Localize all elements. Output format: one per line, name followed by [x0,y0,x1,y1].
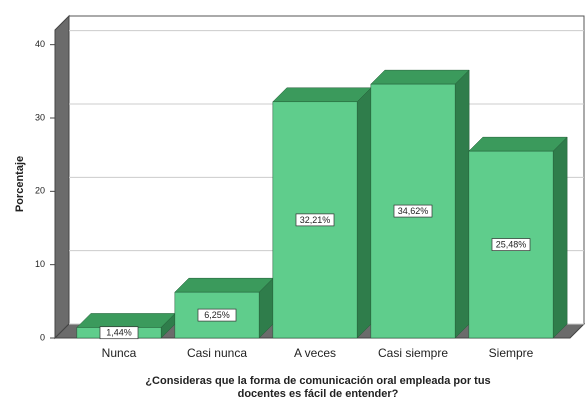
bar-top [468,136,568,152]
value-label: 1,44% [106,328,132,338]
value-label: 6,25% [204,310,230,320]
bar-side [356,87,372,339]
y-tick-label: 10 [35,259,45,269]
x-tick-label: Siempre [489,346,534,360]
x-tick-label: Casi siempre [378,346,448,360]
bar-top [174,277,274,293]
bar-top [272,87,372,103]
y-tick-label: 20 [35,186,45,196]
x-axis-title: ¿Consideras que la forma de comunicación… [145,375,490,387]
value-label: 25,48% [496,239,527,249]
bar-side [454,69,470,339]
x-tick-label: Nunca [102,346,137,360]
bar-top [76,313,176,328]
bar-top [370,69,470,85]
value-label: 34,62% [398,206,429,216]
y-tick-label: 40 [35,39,45,49]
value-label-box [99,326,139,340]
y-tick-label: 0 [40,332,45,342]
value-label-box [295,213,335,227]
value-label-box [491,238,531,251]
left-wall [54,14,70,340]
x-tick-label: A veces [294,346,336,360]
y-tick-label: 30 [35,112,45,122]
bar-side [552,136,568,339]
value-label: 32,21% [300,215,331,225]
y-axis-title: Porcentaje [14,156,26,212]
x-tick-label: Casi nunca [187,346,247,360]
x-axis-title: docentes es fácil de entender? [238,388,399,400]
value-label-box [197,308,237,322]
value-label-box [393,204,433,218]
